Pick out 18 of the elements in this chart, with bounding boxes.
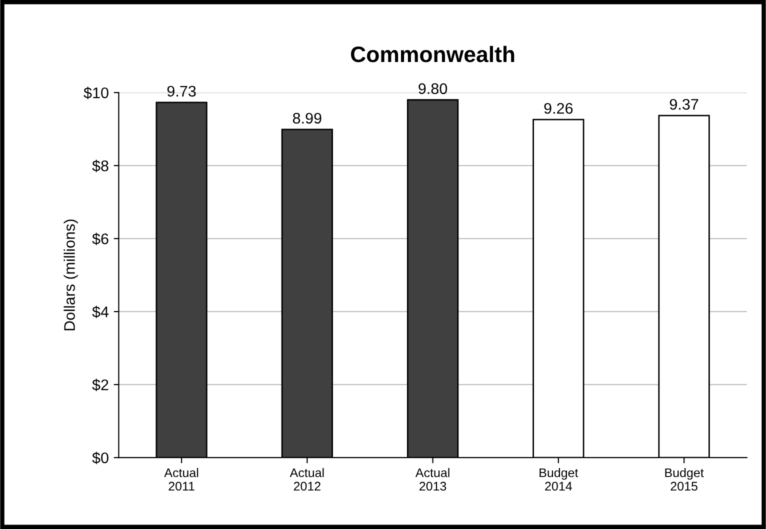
x-tick-label: Budget 2015 <box>665 468 704 491</box>
data-label: 9.80 <box>418 83 448 94</box>
y-tick-label: $8 <box>92 160 108 172</box>
chart-title: Commonwealth <box>350 46 514 62</box>
data-label: 9.37 <box>670 98 698 110</box>
x-tick-label: Actual 2013 <box>415 468 450 491</box>
y-tick-label: $4 <box>92 306 109 318</box>
data-label: 9.73 <box>167 86 196 97</box>
y-axis-title: Dollars (millions) <box>64 220 78 330</box>
x-tick-label: Actual 2012 <box>290 468 324 491</box>
x-tick-label: Actual 2011 <box>164 468 198 491</box>
data-label: 9.26 <box>544 102 573 114</box>
y-tick-label: $10 <box>84 86 108 100</box>
y-tick-label: $0 <box>92 452 108 464</box>
data-label: 8.99 <box>292 112 322 124</box>
x-tick-label: Budget 2014 <box>540 468 578 491</box>
y-tick-label: $6 <box>92 232 108 246</box>
y-tick-label: $2 <box>92 378 108 392</box>
